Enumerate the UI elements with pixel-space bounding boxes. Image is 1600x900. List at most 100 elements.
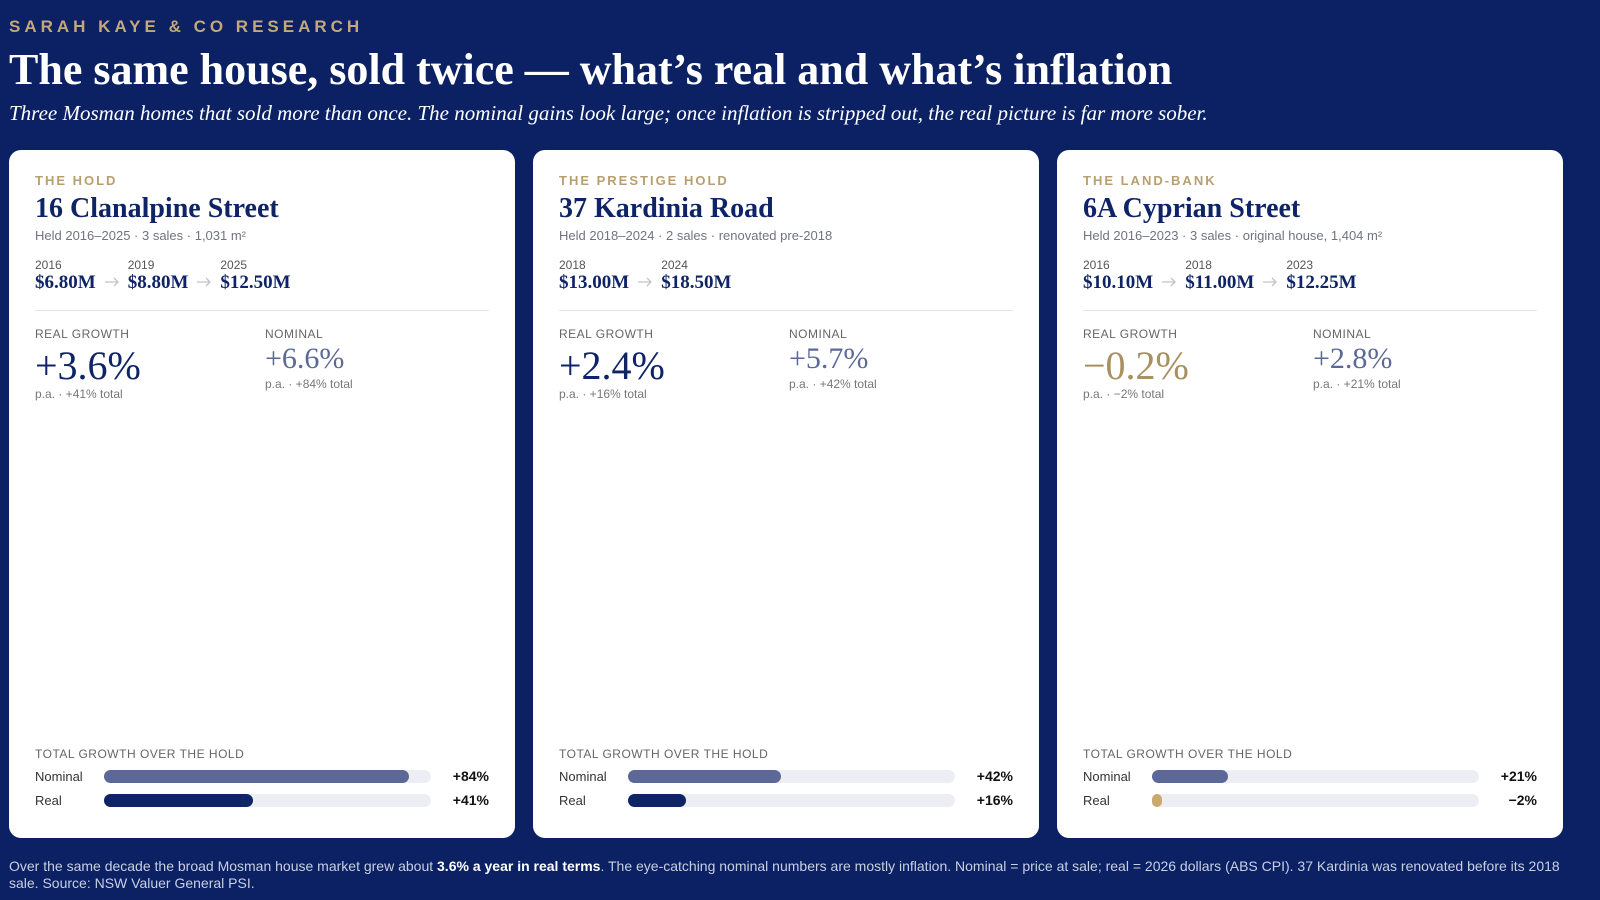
sale-price: $8.80M [127,272,189,293]
real-note: p.a. · −2% total [1083,387,1165,401]
footer-text: Over the same decade the broad Mosman ho… [9,858,438,874]
card: THE HOLD 16 Clanalpine Street Held 2016–20… [9,150,515,838]
card: THE LAND-BANK 6A Cyprian Street Held 2016–… [1057,150,1563,838]
sales-row: 2018 $13.00M 2024 $18.50M [559,258,731,294]
real-value: +2.4% [559,343,665,388]
bar-track [104,770,431,783]
bar-name: Nominal [1083,769,1131,784]
arrow [1162,277,1177,287]
card-meta: Held 2018–2024 · 2 sales · renovated pre… [559,228,833,243]
divider [1083,310,1537,311]
arrow [104,277,119,287]
divider [559,310,1013,311]
sale: 2016 $10.10M [1083,258,1153,294]
sale-year: 2016 [1083,258,1110,272]
divider [35,310,489,311]
bar-name: Real [559,793,586,808]
nominal-label: NOMINAL [1313,327,1372,341]
real-value: +3.6% [35,343,141,388]
bar-value: +42% [976,768,1013,784]
sale: 2018 $13.00M [559,258,629,294]
footer: Over the same decade the broad Mosman ho… [9,858,1569,892]
bar-value: +21% [1500,768,1537,784]
card-tag: THE LAND-BANK [1083,173,1217,188]
card-meta: Held 2016–2023 · 3 sales · original hous… [1083,228,1383,243]
bar [628,794,687,807]
arrow [1263,277,1278,287]
footer-text: . The eye-catching nominal numbers are m… [9,858,1560,891]
real-value: −0.2% [1083,343,1189,388]
sales-row: 2016 $6.80M 2019 $8.80M 2025 $12.50M [35,258,291,294]
sale: 2024 $18.50M [661,258,731,294]
bars-title: TOTAL GROWTH OVER THE HOLD [559,747,769,761]
sale-year: 2016 [35,258,62,272]
sale-year: 2018 [1185,258,1212,272]
bars-title: TOTAL GROWTH OVER THE HOLD [1083,747,1293,761]
real-note: p.a. · +41% total [35,387,123,401]
card-tag: THE PRESTIGE HOLD [559,173,729,188]
card-name: 37 Kardinia Road [559,193,774,224]
arrow [197,277,212,287]
card-tag: THE HOLD [35,173,118,188]
nominal-value: +2.8% [1313,342,1393,375]
bar-name: Real [1083,793,1110,808]
real-label: REAL GROWTH [1083,327,1178,341]
page-subtitle: Three Mosman homes that sold more than o… [9,101,1208,125]
nominal-note: p.a. · +84% total [265,377,353,391]
bar-track [1152,794,1479,807]
nominal-value: +6.6% [265,342,345,375]
sale-year: 2024 [661,258,688,272]
nominal-label: NOMINAL [265,327,324,341]
card: THE PRESTIGE HOLD 37 Kardinia Road Held 20… [533,150,1039,838]
sale-price: $12.50M [220,272,291,293]
bar-name: Nominal [35,769,83,784]
real-label: REAL GROWTH [559,327,654,341]
sale-price: $6.80M [35,272,96,293]
bar [104,770,410,783]
bar [1152,770,1229,783]
bar [104,794,253,807]
sale-year: 2019 [127,258,155,272]
sale-price: $11.00M [1185,272,1255,293]
card-name: 16 Clanalpine Street [35,193,279,224]
kicker: SARAH KAYE & CO RESEARCH [9,17,364,36]
real-label: REAL GROWTH [35,327,130,341]
page-title: The same house, sold twice — what’s real… [9,45,1173,94]
sale-price: $10.10M [1083,272,1154,293]
sale: 2019 $8.80M [128,258,189,294]
bar-value: +84% [452,768,489,784]
bar-track [104,794,431,807]
sale-year: 2025 [220,258,248,272]
sale: 2016 $6.80M [35,258,96,294]
bar [628,770,781,783]
nominal-label: NOMINAL [789,327,848,341]
bar-name: Nominal [559,769,607,784]
card-meta: Held 2016–2025 · 3 sales · 1,031 m² [35,228,247,243]
sales-row: 2016 $10.10M 2018 $11.00M 2023 $12.25M [1083,258,1357,294]
sale-price: $12.25M [1286,272,1357,293]
nominal-note: p.a. · +42% total [789,377,877,391]
sale: 2025 $12.50M [220,258,290,294]
sale: 2018 $11.00M [1185,258,1254,294]
bars-title: TOTAL GROWTH OVER THE HOLD [35,747,245,761]
bar-name: Real [35,793,62,808]
bar [1152,794,1162,807]
sale-year: 2018 [559,258,586,272]
bar-track [628,794,955,807]
sale-year: 2023 [1286,258,1314,272]
nominal-note: p.a. · +21% total [1313,377,1401,391]
bar-track [628,770,955,783]
bar-value: +41% [452,792,489,808]
arrow [638,277,653,287]
sale-price: $13.00M [559,272,630,293]
nominal-value: +5.7% [789,342,869,375]
bar-value: −2% [1508,792,1537,808]
card-name: 6A Cyprian Street [1083,193,1301,224]
sale: 2023 $12.25M [1286,258,1356,294]
footer-highlight: 3.6% a year in real terms [437,858,601,874]
bar-track [1152,770,1479,783]
real-note: p.a. · +16% total [559,387,647,401]
bar-value: +16% [976,792,1013,808]
sale-price: $18.50M [661,272,732,293]
